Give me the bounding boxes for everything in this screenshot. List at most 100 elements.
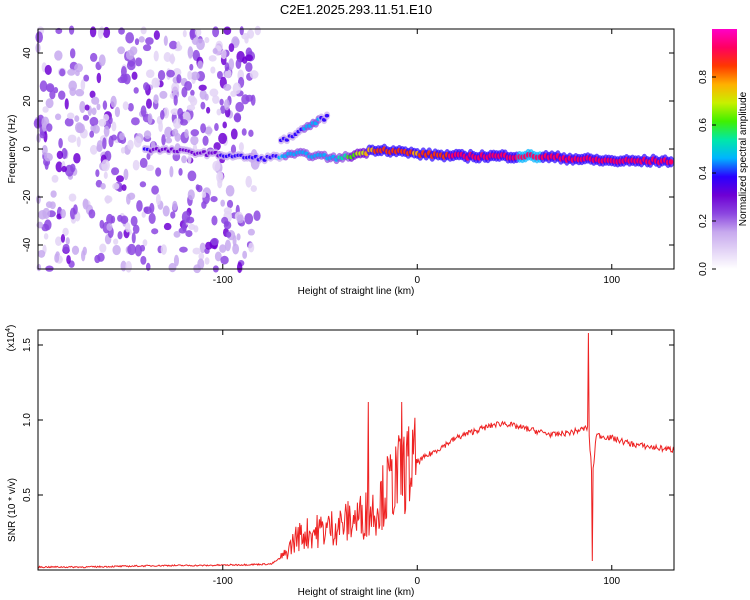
heatmap-noise-cell: [103, 171, 108, 179]
heatmap-noise-cell: [42, 207, 51, 220]
heatmap-noise-cell: [182, 30, 187, 38]
heatmap-noise-cell: [102, 26, 111, 39]
heatmap-noise-cell: [140, 105, 147, 117]
heatmap-noise-cell: [166, 69, 175, 78]
heatmap-noise-cell: [241, 33, 250, 40]
heatmap-noise-cell: [198, 252, 205, 260]
heatmap-noise-cell: [173, 230, 181, 238]
heatmap-noise-cell: [139, 181, 147, 188]
heatmap-noise-cell: [161, 134, 166, 146]
heatmap-noise-cell: [119, 132, 125, 141]
heatmap-noise-cell: [216, 71, 223, 79]
heatmap-noise-cell: [225, 185, 235, 197]
heatmap-noise-cell: [125, 49, 135, 61]
heatmap-noise-cell: [186, 216, 195, 224]
snr-panel: -100 0 100 0.5 1.0 1.5 Height of straight lin…: [5, 325, 675, 598]
heatmap-noise-cell: [142, 44, 152, 52]
heatmap-noise-cell: [187, 189, 195, 201]
heatmap-noise-cell: [202, 135, 209, 146]
heatmap-noise-cell: [68, 193, 77, 202]
heatmap-noise-cell: [39, 131, 45, 139]
spectrogram-x-tick-label: 0: [414, 275, 420, 286]
heatmap-noise-cell: [200, 123, 207, 134]
heatmap-noise-cell: [189, 63, 194, 71]
heatmap-noise-cell: [83, 74, 90, 82]
heatmap-noise-cell: [230, 144, 237, 155]
heatmap-noise-cell: [241, 128, 247, 136]
heatmap-noise-cell: [98, 118, 107, 127]
heatmap-noise-cell: [164, 126, 173, 139]
heatmap-noise-cell: [76, 123, 85, 134]
heatmap-noise-cell: [67, 68, 76, 76]
heatmap-noise-cell: [44, 219, 52, 231]
heatmap-ridge-cell: [668, 159, 674, 165]
heatmap-noise-cell: [143, 82, 150, 91]
heatmap-noise-cell: [173, 94, 178, 106]
spectrogram-cells: [33, 25, 675, 274]
heatmap-noise-cell: [102, 114, 110, 122]
heatmap-noise-cell: [197, 258, 205, 270]
heatmap-noise-cell: [49, 201, 56, 210]
heatmap-noise-cell: [170, 53, 175, 65]
heatmap-noise-cell: [64, 98, 69, 110]
colorbar-ticks: 0.0 0.2 0.4 0.6 0.8: [698, 70, 716, 276]
heatmap-noise-cell: [239, 26, 244, 36]
heatmap-noise-cell: [195, 184, 200, 191]
heatmap-noise-cell: [145, 98, 152, 109]
heatmap-noise-cell: [133, 87, 139, 94]
heatmap-noise-cell: [169, 40, 178, 50]
heatmap-noise-cell: [212, 26, 220, 38]
heatmap-noise-cell: [189, 28, 195, 41]
heatmap-noise-cell: [96, 140, 104, 152]
heatmap-noise-cell: [194, 28, 202, 37]
spectrogram-x-tick-label: -100: [213, 275, 233, 286]
heatmap-noise-cell: [132, 224, 140, 234]
snr-y-tick-label: 1.0: [22, 413, 33, 427]
heatmap-noise-cell: [241, 94, 250, 105]
snr-y-label: SNR (10 * v/v): [7, 478, 18, 542]
heatmap-noise-cell: [73, 204, 78, 215]
heatmap-noise-cell: [139, 244, 146, 252]
heatmap-noise-cell: [172, 128, 179, 137]
heatmap-noise-cell: [113, 238, 119, 245]
heatmap-noise-cell: [181, 155, 187, 164]
heatmap-noise-cell: [74, 63, 84, 73]
heatmap-noise-cell: [190, 129, 200, 137]
heatmap-noise-cell: [198, 84, 207, 91]
heatmap-noise-cell: [114, 106, 121, 118]
heatmap-noise-cell: [230, 128, 238, 140]
heatmap-noise-cell: [136, 200, 143, 212]
heatmap-noise-cell: [168, 262, 177, 273]
heatmap-noise-cell: [220, 255, 229, 265]
heatmap-noise-cell: [173, 254, 179, 267]
heatmap-noise-cell: [127, 139, 134, 151]
heatmap-noise-cell: [184, 128, 189, 139]
heatmap-noise-cell: [221, 49, 227, 60]
heatmap-noise-cell: [98, 54, 106, 67]
heatmap-noise-cell: [99, 243, 107, 253]
spectrogram-y-label: Frequency (Hz): [7, 115, 18, 184]
heatmap-noise-cell: [145, 164, 155, 172]
heatmap-noise-cell: [228, 58, 235, 71]
colorbar-tick-label: 0.6: [698, 118, 709, 132]
heatmap-noise-cell: [220, 199, 225, 207]
heatmap-noise-cell: [232, 38, 240, 46]
heatmap-noise-cell: [97, 252, 105, 262]
heatmap-noise-cell: [199, 242, 206, 254]
heatmap-noise-cell: [130, 215, 138, 227]
heatmap-noise-cell: [247, 228, 255, 236]
heatmap-noise-cell: [75, 70, 80, 77]
heatmap-noise-cell: [54, 113, 62, 121]
heatmap-noise-cell: [73, 152, 81, 164]
snr-ticks: -100 0 100 0.5 1.0 1.5: [22, 330, 674, 587]
heatmap-noise-cell: [140, 26, 147, 35]
heatmap-noise-cell: [125, 32, 135, 44]
heatmap-noise-cell: [210, 196, 218, 203]
heatmap-noise-cell: [55, 236, 62, 246]
heatmap-noise-cell: [236, 214, 244, 224]
heatmap-noise-cell: [222, 121, 227, 129]
colorbar-tick-label: 0.0: [698, 262, 709, 276]
heatmap-noise-cell: [145, 37, 154, 45]
heatmap-noise-cell: [82, 246, 87, 256]
heatmap-noise-cell: [110, 95, 117, 108]
